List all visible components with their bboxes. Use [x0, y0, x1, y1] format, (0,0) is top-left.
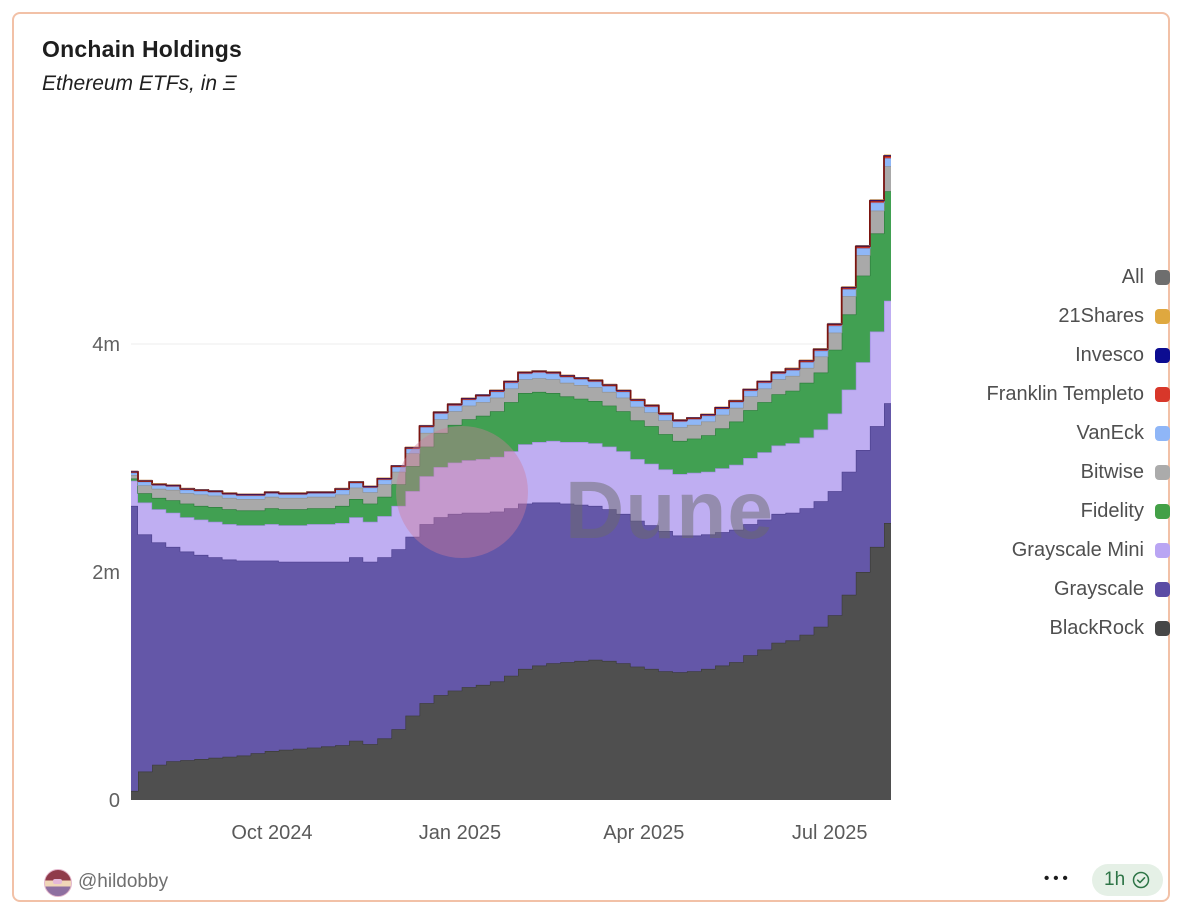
legend-chip-franklin-templeto — [1155, 387, 1170, 402]
legend-chip-all — [1155, 270, 1170, 285]
legend-item-grayscale[interactable]: Grayscale — [854, 570, 1170, 609]
legend-label-fidelity: Fidelity — [1080, 500, 1144, 522]
refresh-status-badge[interactable]: 1h — [1092, 864, 1164, 896]
legend-chip-vaneck — [1155, 426, 1170, 441]
page-title: Onchain Holdings — [42, 36, 242, 62]
legend-chip-bitwise — [1155, 465, 1170, 480]
legend-chip-grayscale-mini — [1155, 543, 1170, 558]
y-tick-4m: 4m — [92, 334, 120, 356]
legend-label-21shares: 21Shares — [1058, 305, 1144, 327]
x-tick-jul-2025: Jul 2025 — [792, 822, 868, 844]
chart-header: Onchain Holdings Ethereum ETFs, in Ξ — [42, 36, 242, 96]
x-tick-oct-2024: Oct 2024 — [231, 822, 312, 844]
legend-label-vaneck: VanEck — [1076, 422, 1144, 444]
author-avatar[interactable] — [44, 869, 72, 897]
legend-chip-blackrock — [1155, 621, 1170, 636]
legend-chip-21shares — [1155, 309, 1170, 324]
legend-item-grayscale-mini[interactable]: Grayscale Mini — [854, 531, 1170, 570]
area-grayscale — [131, 403, 891, 791]
area-grayscale-mini — [131, 300, 891, 562]
legend-label-bitwise: Bitwise — [1080, 461, 1144, 483]
chart-legend: All 21Shares Invesco Franklin Templeto V… — [854, 258, 1170, 648]
author-handle[interactable]: @hildobby — [78, 871, 169, 892]
legend-item-blackrock[interactable]: BlackRock — [854, 609, 1170, 648]
area-blackrock — [131, 523, 891, 800]
legend-label-franklin-templeto: Franklin Templeto — [986, 383, 1144, 405]
dune-watermark-text: Dune — [565, 465, 774, 556]
legend-item-fidelity[interactable]: Fidelity — [854, 492, 1170, 531]
legend-chip-fidelity — [1155, 504, 1170, 519]
verified-check-icon — [1131, 870, 1151, 890]
legend-item-21shares[interactable]: 21Shares — [854, 297, 1170, 336]
y-tick-0: 0 — [109, 790, 120, 812]
legend-item-franklin-templeto[interactable]: Franklin Templeto — [854, 375, 1170, 414]
dune-watermark-circle — [396, 426, 528, 558]
x-tick-apr-2025: Apr 2025 — [603, 822, 684, 844]
legend-label-invesco: Invesco — [1075, 344, 1144, 366]
y-tick-2m: 2m — [92, 562, 120, 584]
legend-label-grayscale-mini: Grayscale Mini — [1011, 539, 1144, 561]
x-tick-jan-2025: Jan 2025 — [419, 822, 501, 844]
legend-chip-invesco — [1155, 348, 1170, 363]
legend-item-invesco[interactable]: Invesco — [854, 336, 1170, 375]
legend-item-all[interactable]: All — [854, 258, 1170, 297]
area-fidelity — [131, 191, 891, 526]
legend-label-grayscale: Grayscale — [1053, 578, 1144, 600]
refresh-age-label: 1h — [1104, 869, 1126, 890]
legend-label-blackrock: BlackRock — [1049, 617, 1144, 639]
legend-item-vaneck[interactable]: VanEck — [854, 414, 1170, 453]
chart-subtitle: Ethereum ETFs, in Ξ — [42, 72, 237, 95]
more-options-button[interactable]: ••• — [1044, 870, 1072, 887]
card-footer: @hildobby ••• 1h — [14, 864, 1186, 904]
legend-chip-grayscale — [1155, 582, 1170, 597]
legend-label-all: All — [1121, 266, 1144, 288]
legend-item-bitwise[interactable]: Bitwise — [854, 453, 1170, 492]
